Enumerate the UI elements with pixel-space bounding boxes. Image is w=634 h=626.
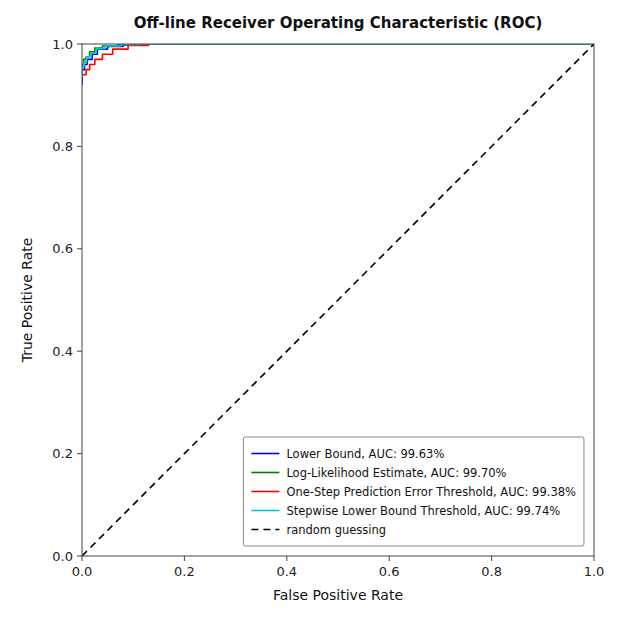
title: Off-line Receiver Operating Characterist… xyxy=(134,14,543,32)
y-tick xyxy=(77,248,82,249)
series-line xyxy=(82,44,594,556)
series-group xyxy=(82,44,594,556)
x-axis-label: False Positive Rate xyxy=(273,587,403,603)
legend-swatch xyxy=(251,491,279,493)
x-tick xyxy=(594,556,595,561)
y-tick-label: 0.0 xyxy=(52,549,73,564)
x-tick xyxy=(184,556,185,561)
x-tick xyxy=(389,556,390,561)
x-tick-label: 0.8 xyxy=(481,564,502,579)
plot-area xyxy=(82,44,594,556)
y-tick-label: 0.4 xyxy=(52,344,73,359)
legend-swatch xyxy=(251,472,279,474)
series-line xyxy=(82,44,594,75)
x-tick-label: 1.0 xyxy=(584,564,605,579)
x-tick-label: 0.4 xyxy=(276,564,297,579)
series-line xyxy=(82,44,594,80)
y-tick-label: 0.8 xyxy=(52,139,73,154)
x-tick-label: 0.6 xyxy=(379,564,400,579)
x-tick xyxy=(286,556,287,561)
x-tick xyxy=(82,556,83,561)
series-line xyxy=(82,44,594,85)
plot-frame xyxy=(82,44,594,556)
y-tick xyxy=(77,146,82,147)
legend-box xyxy=(243,437,584,546)
legend-swatch xyxy=(251,510,279,512)
x-tick-label: 0.0 xyxy=(72,564,93,579)
x-tick-label: 0.2 xyxy=(174,564,195,579)
y-tick-label: 1.0 xyxy=(52,37,73,52)
chart: 0.0 0.2 0.4 0.6 0.8 1.0 0.0 0.2 0.4 0.6 0.8 1.0 Fals… xyxy=(0,0,634,626)
y-tick-label: 0.2 xyxy=(52,446,73,461)
y-tick xyxy=(77,351,82,352)
legend-label: Stepwise Lower Bound Threshold, AUC: 99.… xyxy=(286,504,560,518)
y-tick xyxy=(77,453,82,454)
y-tick xyxy=(77,556,82,557)
legend-label: One-Step Prediction Error Threshold, AUC… xyxy=(286,485,576,499)
legend-label: Lower Bound, AUC: 99.63% xyxy=(286,447,444,461)
x-tick xyxy=(491,556,492,561)
legend-swatch xyxy=(251,529,279,531)
legend: Lower Bound, AUC: 99.63% Log-Likelihood E… xyxy=(243,437,584,546)
legend-label: random guessing xyxy=(286,523,386,537)
x-axis: 0.0 0.2 0.4 0.6 0.8 1.0 xyxy=(72,556,605,579)
legend-swatch xyxy=(251,453,279,455)
legend-label: Log-Likelihood Estimate, AUC: 99.70% xyxy=(286,466,506,480)
y-tick xyxy=(77,44,82,45)
series-line xyxy=(82,44,594,77)
y-axis: 0.0 0.2 0.4 0.6 0.8 1.0 xyxy=(52,37,82,564)
y-axis-label: True Positive Rate xyxy=(19,238,35,364)
y-tick-label: 0.6 xyxy=(52,241,73,256)
